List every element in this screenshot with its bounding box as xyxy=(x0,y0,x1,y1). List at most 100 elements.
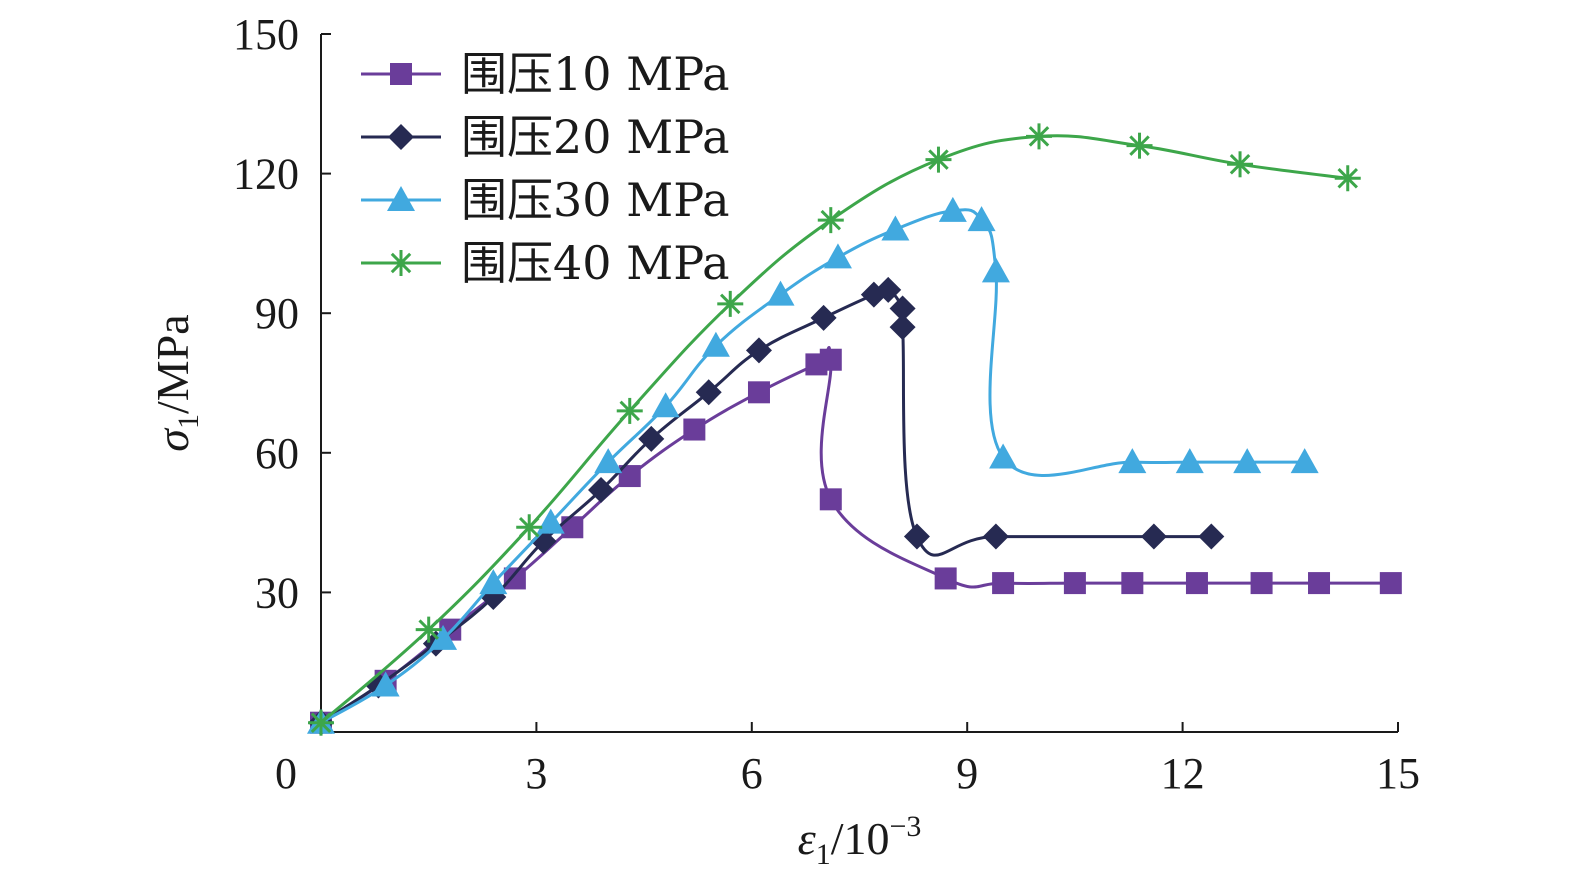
legend-label: 围压30 MPa xyxy=(461,173,730,227)
marker-stroke xyxy=(518,517,540,538)
x-tick-label: 9 xyxy=(956,749,978,798)
legend-label: 围压40 MPa xyxy=(461,236,730,290)
x-tick-label: 12 xyxy=(1161,749,1205,798)
legend-marker xyxy=(387,186,415,211)
series-4-point xyxy=(516,514,543,541)
series-4-point xyxy=(717,290,744,317)
y-tick-label: 150 xyxy=(233,10,299,59)
legend-entry-2: 围压20 MPa xyxy=(361,110,730,164)
series-2-point xyxy=(695,379,722,406)
legend-marker xyxy=(388,250,414,276)
series-2-point xyxy=(903,523,930,550)
marker-stroke xyxy=(1229,154,1251,175)
series-3-point xyxy=(881,215,910,241)
series-4-point xyxy=(616,397,643,424)
series-2 xyxy=(308,276,1225,736)
marker-stroke xyxy=(1028,126,1050,147)
series-4-point xyxy=(1126,132,1153,159)
x-tick-label: 0 xyxy=(275,749,297,798)
legend-marker xyxy=(390,63,412,85)
series-3-point xyxy=(1175,448,1204,474)
series-2-point xyxy=(889,295,916,322)
x-tick-label: 15 xyxy=(1376,749,1420,798)
series-2-point xyxy=(889,314,916,341)
series-1-point xyxy=(683,418,706,441)
series-3-point xyxy=(1290,448,1319,474)
x-axis-label: ε1/10−3 xyxy=(798,810,922,871)
series-4 xyxy=(308,123,1361,736)
legend: 围压10 MPa 围压20 MPa 围压30 MPa 围压40 MPa xyxy=(361,47,730,290)
series-1-point xyxy=(1063,572,1086,595)
series-4-line xyxy=(320,134,1348,724)
series-1-point xyxy=(819,348,842,371)
marker-stroke xyxy=(1337,168,1358,189)
series-layer xyxy=(307,123,1402,736)
x-tick-label: 6 xyxy=(741,749,763,798)
marker-stroke xyxy=(720,293,741,315)
series-1 xyxy=(310,345,1402,734)
series-1-point xyxy=(618,465,641,488)
series-1-point xyxy=(1379,572,1402,595)
marker-stroke xyxy=(820,209,842,231)
series-2-point xyxy=(810,304,837,331)
series-3-point xyxy=(1118,448,1147,474)
y-tick-label: 120 xyxy=(233,150,299,199)
series-2-point xyxy=(1140,523,1167,550)
marker-stroke xyxy=(1129,135,1150,156)
series-4-point xyxy=(1026,123,1052,150)
series-4-point xyxy=(925,146,952,173)
series-2-point xyxy=(588,477,615,504)
series-3-point xyxy=(701,331,730,357)
series-3-point xyxy=(823,243,852,269)
series-1-point xyxy=(819,488,842,511)
series-3-point xyxy=(651,392,680,418)
series-3-point xyxy=(766,280,795,306)
series-1-point xyxy=(747,381,770,404)
legend-label: 围压20 MPa xyxy=(461,110,730,164)
legend-entry-1: 围压10 MPa xyxy=(361,47,730,101)
series-3-point xyxy=(429,624,458,650)
series-3-point xyxy=(594,448,623,474)
series-3-point xyxy=(989,443,1018,469)
series-4-point xyxy=(817,207,844,234)
series-3-point xyxy=(981,257,1010,283)
series-2-point xyxy=(745,337,772,364)
legend-entry-4: 围压40 MPa xyxy=(361,236,730,290)
legend-label: 围压10 MPa xyxy=(461,47,730,101)
series-3 xyxy=(307,196,1319,734)
series-1-point xyxy=(1308,572,1331,595)
series-1-line xyxy=(320,345,1391,724)
series-1-point xyxy=(1250,572,1273,595)
series-4-point xyxy=(1334,165,1361,192)
axes: 30 60 90 120 150 0 3 6 9 12 15 ε1/10−3 σ1/MPa xyxy=(147,10,1420,871)
y-tick-label: 30 xyxy=(255,568,299,617)
series-3-point xyxy=(1233,448,1262,474)
y-tick-label: 60 xyxy=(255,429,299,478)
series-2-point xyxy=(638,425,665,452)
y-tick-label: 90 xyxy=(255,289,299,338)
series-1-point xyxy=(1121,572,1144,595)
series-4-point xyxy=(308,709,334,736)
series-3-point xyxy=(536,508,565,534)
series-2-point xyxy=(982,523,1009,550)
series-3-point xyxy=(479,569,508,595)
legend-marker xyxy=(388,124,414,150)
y-axis-label: σ1/MPa xyxy=(147,314,205,451)
series-4-point xyxy=(415,616,442,643)
series-1-point xyxy=(561,516,584,539)
marker-stroke xyxy=(390,252,412,274)
marker-stroke xyxy=(928,149,949,170)
x-tick-label: 3 xyxy=(525,749,547,798)
marker-stroke xyxy=(418,619,439,640)
series-1-point xyxy=(503,567,526,590)
series-2-point xyxy=(875,276,902,303)
marker-stroke xyxy=(619,400,640,422)
series-3-point xyxy=(967,206,996,232)
series-2-point xyxy=(1198,523,1225,550)
series-1-point xyxy=(992,572,1015,595)
series-3-point xyxy=(371,671,400,697)
series-4-point xyxy=(1227,151,1254,178)
series-1-point xyxy=(1185,572,1208,595)
series-3-point xyxy=(938,196,967,222)
